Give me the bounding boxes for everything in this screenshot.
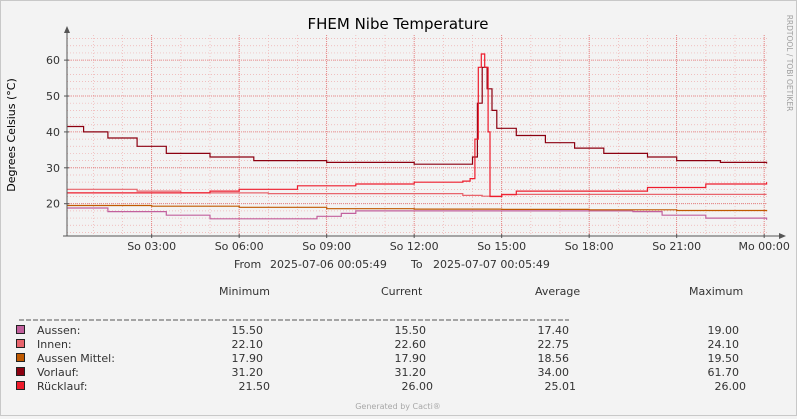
legend-value-cur: 17.90 <box>395 352 427 365</box>
y-tick-label: 20 <box>46 198 60 211</box>
legend-value-avg: 17.40 <box>538 324 570 337</box>
legend-swatch <box>16 339 25 348</box>
legend-value-min: 17.90 <box>232 352 264 365</box>
period-line: From 2025-07-06 00:05:49 To 2025-07-07 0… <box>234 258 550 271</box>
period-prefix: From <box>234 258 261 271</box>
legend-value-max: 61.70 <box>708 366 740 379</box>
grid-lines <box>67 35 767 236</box>
legend-value-cur: 26.00 <box>402 380 434 393</box>
legend-series-name: Aussen Mittel: <box>37 352 115 365</box>
period-joiner: To <box>410 258 423 271</box>
series-line-3 <box>66 66 768 165</box>
legend-value-cur: 15.50 <box>395 324 427 337</box>
period-start: 2025-07-06 00:05:49 <box>270 258 387 271</box>
legend-table: Aussen: 15.50 15.50 17.40 19.00 Innen: 22.10 22… <box>16 324 747 393</box>
x-tick-label: So 06:00 <box>215 240 264 253</box>
cacti-credit: Generated by Cacti® <box>355 402 441 411</box>
x-tick-label: So 15:00 <box>477 240 526 253</box>
legend-swatch <box>16 381 25 390</box>
y-tick-label: 50 <box>46 90 60 103</box>
legend-value-max: 19.00 <box>708 324 740 337</box>
chart-title: FHEM Nibe Temperature <box>307 15 488 33</box>
legend-value-avg: 25.01 <box>545 380 577 393</box>
legend-series-name: Aussen: <box>37 324 80 337</box>
legend-value-avg: 34.00 <box>538 366 570 379</box>
series-line-2 <box>66 204 768 212</box>
legend-value-avg: 18.56 <box>538 352 570 365</box>
y-tick-label: 60 <box>46 54 60 67</box>
legend-series-name: Rücklauf: <box>37 380 88 393</box>
legend-value-max: 26.00 <box>715 380 747 393</box>
legend-value-cur: 22.60 <box>395 338 427 351</box>
legend-swatch <box>16 367 25 376</box>
axes <box>63 26 786 239</box>
y-tick-label: 40 <box>46 126 60 139</box>
x-axis-arrow <box>779 233 786 239</box>
legend-swatch <box>16 325 25 334</box>
legend-header-min: Minimum <box>219 285 270 298</box>
series-line-0 <box>66 207 768 220</box>
legend-header-cur: Current <box>381 285 423 298</box>
y-tick-labels: 20 30 40 50 60 <box>46 54 60 211</box>
series-lines <box>66 53 768 220</box>
x-tick-label: So 12:00 <box>390 240 439 253</box>
legend-value-cur: 31.20 <box>395 366 427 379</box>
x-tick-label: So 09:00 <box>302 240 351 253</box>
legend-header: Minimum Current Average Maximum <box>219 285 743 298</box>
x-tick-label: So 18:00 <box>565 240 614 253</box>
period-end: 2025-07-07 00:05:49 <box>433 258 550 271</box>
legend-series-name: Vorlauf: <box>37 366 79 379</box>
y-axis-label: Degrees Celsius (°C) <box>5 78 18 192</box>
legend-value-min: 15.50 <box>232 324 264 337</box>
legend-header-max: Maximum <box>689 285 743 298</box>
legend-value-min: 22.10 <box>232 338 264 351</box>
x-tick-label: So 03:00 <box>127 240 176 253</box>
legend-value-min: 21.50 <box>239 380 271 393</box>
legend-value-avg: 22.75 <box>538 338 570 351</box>
legend-header-avg: Average <box>535 285 580 298</box>
y-axis-arrow <box>64 26 70 33</box>
x-tick-label: So 21:00 <box>652 240 701 253</box>
legend-value-max: 24.10 <box>708 338 740 351</box>
series-line-4 <box>66 53 768 198</box>
legend-value-min: 31.20 <box>232 366 264 379</box>
y-tick-label: 30 <box>46 162 60 175</box>
legend-value-max: 19.50 <box>708 352 740 365</box>
x-tick-label: Mo 00:00 <box>738 240 789 253</box>
x-tick-labels: So 03:00 So 06:00 So 09:00 So 12:00 So 15:00… <box>127 240 790 253</box>
legend-series-name: Innen: <box>37 338 72 351</box>
rrdtool-credit: RRDTOOL / TOBI OETIKER <box>785 15 794 112</box>
legend-swatch <box>16 353 25 362</box>
